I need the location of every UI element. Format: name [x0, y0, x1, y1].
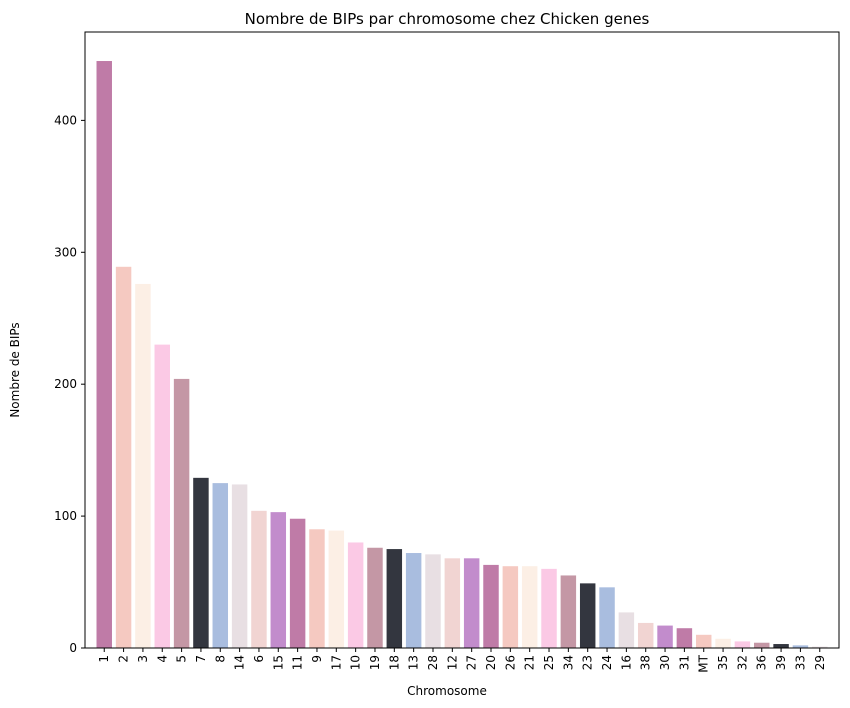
- x-tick-label: 27: [465, 655, 479, 670]
- bar-chromosome-10: [347, 542, 364, 648]
- x-tick-label: 34: [561, 655, 575, 670]
- bar-chromosome-14: [231, 484, 248, 648]
- bar-chromosome-28: [425, 554, 441, 648]
- x-tick-label: 19: [368, 655, 382, 670]
- x-tick-label: 39: [774, 655, 788, 670]
- x-axis: 1 2 3 4 5 7 8 14 6 15 11 9 17 10 19 18 13 28 12 27 20 26 21 25 3…: [97, 648, 827, 673]
- x-tick-label: 21: [523, 655, 537, 670]
- bar-chromosome-31: [676, 628, 693, 648]
- bar-chromosome-17: [328, 530, 345, 648]
- x-tick-label: 33: [793, 655, 807, 670]
- bar-chromosome-16: [618, 612, 635, 648]
- x-tick-label: 32: [735, 655, 749, 670]
- y-tick-label: 100: [54, 509, 77, 523]
- x-tick-label: 29: [813, 655, 827, 670]
- bar-chromosome-3: [135, 283, 151, 648]
- x-tick-label: 17: [329, 655, 343, 670]
- x-tick-label: 16: [619, 655, 633, 670]
- bar-chromosome-9: [309, 529, 325, 648]
- bar-chromosome-11: [289, 518, 306, 648]
- y-tick-label: 300: [54, 245, 77, 259]
- y-axis-label: Nombre de BIPs: [8, 322, 22, 417]
- x-tick-label: 31: [677, 655, 691, 670]
- x-tick-label: 5: [175, 655, 189, 663]
- x-tick-label: 35: [716, 655, 730, 670]
- x-tick-label: 6: [252, 655, 266, 663]
- bar-chromosome-8: [212, 483, 229, 648]
- x-tick-label: 25: [542, 655, 556, 670]
- bar-chromosome-MT: [695, 634, 712, 648]
- bar-chromosome-20: [483, 564, 499, 648]
- y-tick-label: 400: [54, 113, 77, 127]
- x-tick-label: 26: [503, 655, 517, 670]
- x-tick-label: 9: [310, 655, 324, 663]
- y-tick-label: 0: [69, 641, 77, 655]
- y-tick-label: 200: [54, 377, 77, 391]
- bars: [96, 61, 828, 648]
- bar-chromosome-34: [560, 575, 577, 648]
- bar-chromosome-33: [792, 645, 809, 648]
- chart-title: Nombre de BIPs par chromosome chez Chick…: [245, 10, 650, 28]
- x-tick-label: 23: [581, 655, 595, 670]
- bar-chromosome-4: [154, 344, 170, 648]
- bar-chromosome-26: [502, 566, 519, 648]
- x-tick-label: 18: [387, 655, 401, 670]
- bar-chromosome-1: [96, 61, 112, 648]
- x-tick-label: 28: [426, 655, 440, 670]
- bar-chromosome-7: [193, 477, 209, 648]
- x-tick-label: 8: [213, 655, 227, 663]
- plot-frame: [84, 31, 840, 649]
- bar-chromosome-32: [734, 641, 751, 648]
- x-axis-label: Chromosome: [407, 684, 487, 698]
- bar-chromosome-36: [754, 642, 770, 648]
- bar-chromosome-2: [115, 266, 132, 648]
- x-tick-label: 38: [639, 655, 653, 670]
- x-tick-label: 13: [407, 655, 421, 670]
- bar-chromosome-13: [405, 553, 422, 648]
- x-tick-label: 36: [755, 655, 769, 670]
- bar-chromosome-12: [444, 558, 461, 648]
- x-tick-label: 15: [271, 655, 285, 670]
- x-tick-label: 4: [155, 655, 169, 663]
- bar-chromosome-24: [599, 587, 615, 648]
- x-tick-label: 7: [194, 655, 208, 663]
- bar-chromosome-25: [541, 568, 557, 648]
- bar-chromosome-21: [521, 566, 538, 648]
- y-axis: 0 100 200 300 400: [54, 113, 85, 655]
- x-tick-label: 3: [136, 655, 150, 663]
- x-tick-label: 12: [445, 655, 459, 670]
- bar-chromosome-30: [657, 625, 673, 648]
- bar-chromosome-35: [715, 638, 731, 648]
- x-tick-label: 14: [233, 655, 247, 670]
- bar-chromosome-39: [773, 644, 789, 648]
- bar-chromosome-38: [637, 622, 654, 648]
- bar-chromosome-15: [270, 512, 287, 648]
- x-tick-label: 11: [291, 655, 305, 670]
- bar-chromosome-27: [463, 558, 480, 648]
- bar-chromosome-6: [251, 510, 267, 648]
- bar-chromosome-29: [812, 646, 828, 648]
- x-tick-label: 24: [600, 655, 614, 670]
- bar-chromosome-23: [579, 583, 596, 648]
- x-tick-label: 30: [658, 655, 672, 670]
- bar-chromosome-19: [367, 547, 383, 648]
- x-tick-label: 1: [97, 655, 111, 663]
- x-tick-label: 20: [484, 655, 498, 670]
- x-tick-label: MT: [697, 654, 711, 672]
- bar-chromosome-5: [173, 378, 190, 648]
- x-tick-label: 2: [117, 655, 131, 663]
- x-tick-label: 10: [349, 655, 363, 670]
- bar-chromosome-18: [386, 549, 403, 648]
